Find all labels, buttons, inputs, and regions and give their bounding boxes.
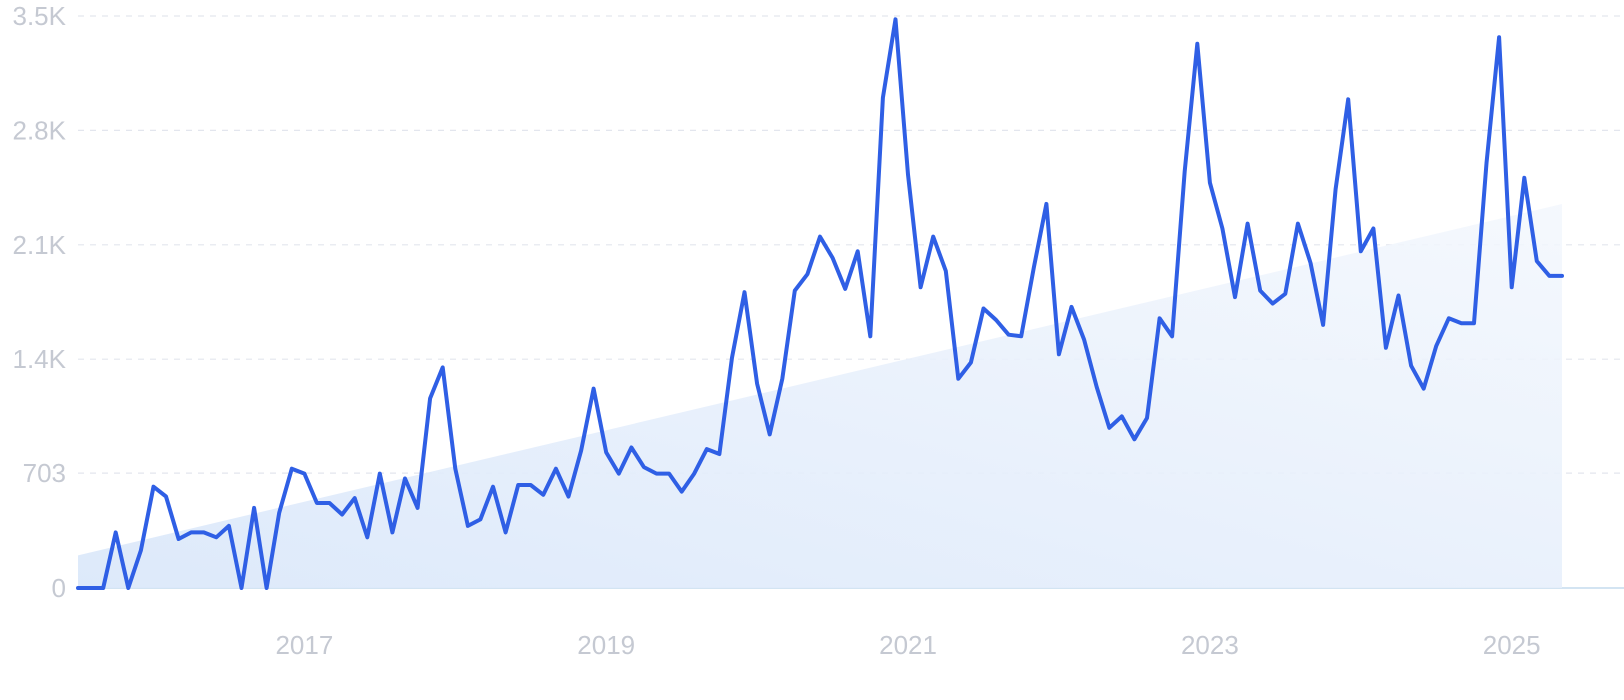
y-tick-label: 2.1K — [13, 230, 67, 260]
x-tick-label: 2021 — [879, 630, 937, 660]
y-axis-tick-labels: 0 703 1.4K 2.1K 2.8K 3.5K — [13, 1, 67, 603]
x-tick-label: 2025 — [1483, 630, 1541, 660]
trend-area — [78, 203, 1562, 588]
x-tick-label: 2023 — [1181, 630, 1239, 660]
x-tick-label: 2017 — [275, 630, 333, 660]
x-tick-label: 2019 — [577, 630, 635, 660]
y-tick-label: 703 — [23, 458, 66, 488]
y-tick-label: 0 — [52, 573, 66, 603]
x-axis-tick-labels: 2017 2019 2021 2023 2025 — [275, 630, 1540, 660]
trend-area-fill — [78, 203, 1562, 588]
y-tick-label: 2.8K — [13, 115, 67, 145]
y-tick-label: 1.4K — [13, 344, 67, 374]
y-tick-label: 3.5K — [13, 1, 67, 31]
series-line-group — [76, 17, 1564, 590]
series-line — [76, 17, 1564, 590]
